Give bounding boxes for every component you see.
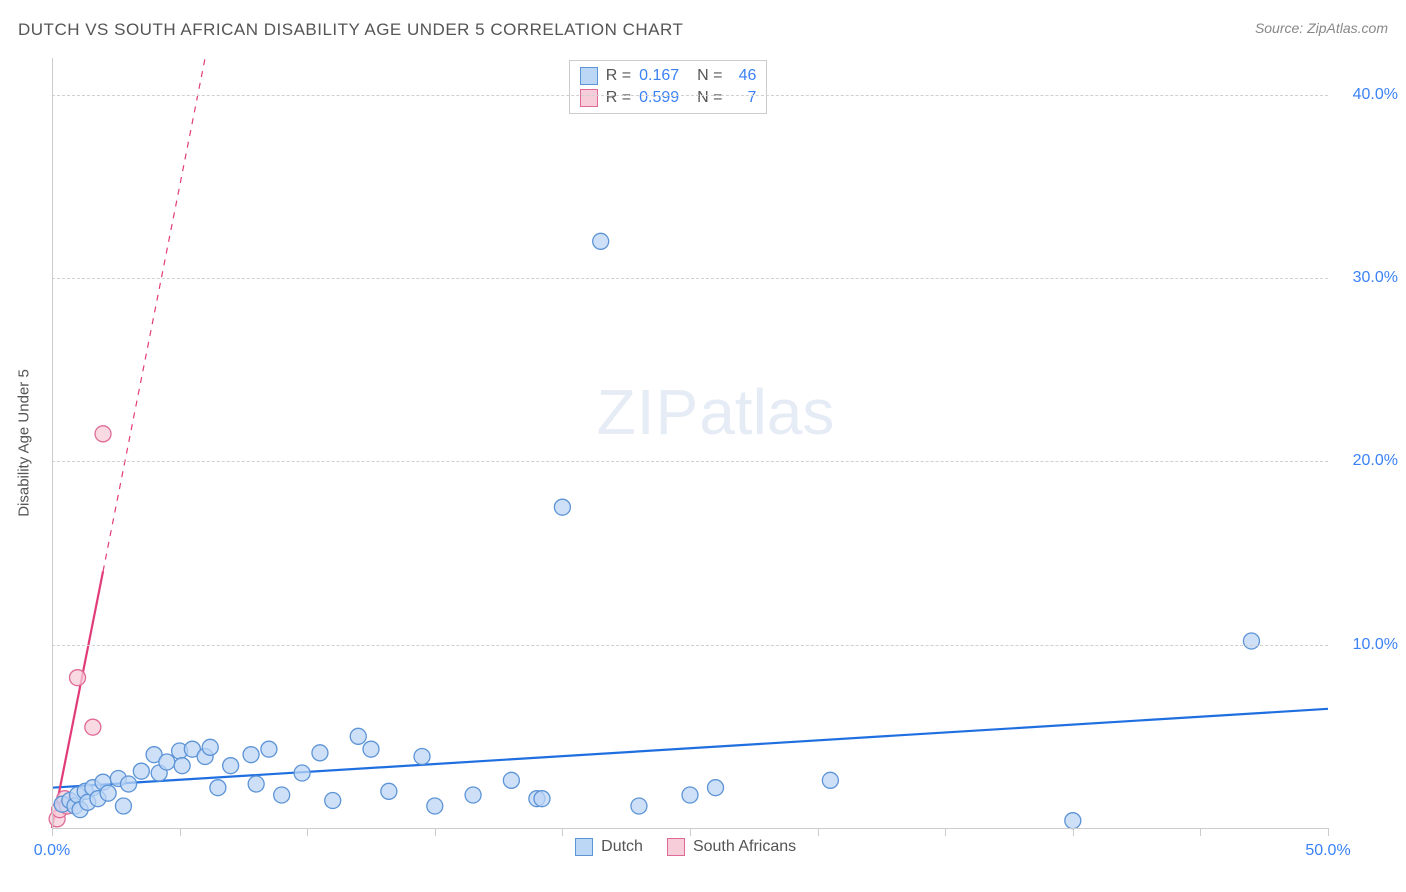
scatter-point-dutch [174, 758, 190, 774]
stat-r-label: R = [606, 87, 631, 109]
scatter-point-dutch [325, 793, 341, 809]
stat-n-label: N = [697, 65, 722, 87]
y-tick-label: 40.0% [1338, 86, 1398, 104]
scatter-point-dutch [248, 776, 264, 792]
stat-n-label: N = [697, 87, 722, 109]
legend-swatch [580, 89, 598, 107]
x-tick-mark [435, 828, 436, 836]
scatter-point-dutch [822, 772, 838, 788]
trend-line-ext-south_africans [103, 58, 205, 571]
scatter-point-dutch [465, 787, 481, 803]
x-tick-mark [1073, 828, 1074, 836]
scatter-point-dutch [427, 798, 443, 814]
gridline-h [52, 645, 1328, 646]
scatter-point-dutch [631, 798, 647, 814]
x-tick-mark [52, 828, 53, 836]
scatter-point-dutch [682, 787, 698, 803]
x-tick-mark [1328, 828, 1329, 836]
scatter-point-dutch [294, 765, 310, 781]
y-axis-line [52, 58, 53, 828]
scatter-point-dutch [115, 798, 131, 814]
scatter-point-dutch [202, 739, 218, 755]
scatter-point-dutch [503, 772, 519, 788]
scatter-point-dutch [381, 783, 397, 799]
x-tick-label: 50.0% [1298, 842, 1358, 860]
scatter-point-dutch [261, 741, 277, 757]
source-label: Source: [1255, 20, 1307, 36]
x-tick-mark [818, 828, 819, 836]
scatter-point-dutch [274, 787, 290, 803]
x-tick-label: 0.0% [22, 842, 82, 860]
legend-item: South Africans [667, 838, 796, 856]
scatter-point-south_africans [85, 719, 101, 735]
scatter-point-dutch [534, 791, 550, 807]
x-tick-mark [1200, 828, 1201, 836]
scatter-point-dutch [1243, 633, 1259, 649]
x-tick-mark [562, 828, 563, 836]
scatter-point-dutch [133, 763, 149, 779]
x-tick-mark [307, 828, 308, 836]
legend-item: Dutch [575, 838, 643, 856]
scatter-point-dutch [708, 780, 724, 796]
x-tick-mark [945, 828, 946, 836]
source-name: ZipAtlas.com [1307, 20, 1388, 36]
scatter-point-dutch [100, 785, 116, 801]
stat-r-label: R = [606, 65, 631, 87]
stat-n-value: 7 [730, 87, 756, 109]
chart-title: DUTCH VS SOUTH AFRICAN DISABILITY AGE UN… [18, 20, 683, 39]
legend-swatch [667, 838, 685, 856]
scatter-point-dutch [121, 776, 137, 792]
stat-r-value: 0.167 [639, 65, 689, 87]
y-axis-title: Disability Age Under 5 [16, 369, 33, 517]
stats-legend-row: R = 0.167 N = 46 [580, 65, 757, 87]
scatter-point-dutch [593, 233, 609, 249]
trend-line-dutch [52, 709, 1328, 788]
stat-n-value: 46 [730, 65, 756, 87]
scatter-point-dutch [223, 758, 239, 774]
legend-label: Dutch [601, 838, 643, 856]
y-tick-label: 20.0% [1338, 452, 1398, 470]
x-tick-mark [690, 828, 691, 836]
stats-legend: R = 0.167 N = 46 R = 0.599 N = 7 [569, 60, 768, 114]
stats-legend-row: R = 0.599 N = 7 [580, 87, 757, 109]
scatter-point-dutch [159, 754, 175, 770]
scatter-point-dutch [1065, 813, 1081, 829]
legend-swatch [575, 838, 593, 856]
legend-swatch [580, 67, 598, 85]
legend-label: South Africans [693, 838, 796, 856]
scatter-point-dutch [363, 741, 379, 757]
scatter-point-south_africans [70, 670, 86, 686]
header: DUTCH VS SOUTH AFRICAN DISABILITY AGE UN… [18, 20, 1388, 50]
scatter-point-dutch [210, 780, 226, 796]
source-attribution: Source: ZipAtlas.com [1255, 20, 1388, 36]
scatter-point-dutch [414, 749, 430, 765]
stat-r-value: 0.599 [639, 87, 689, 109]
scatter-point-south_africans [95, 426, 111, 442]
gridline-h [52, 95, 1328, 96]
plot-area: Disability Age Under 5 ZIPatlas R =0.167… [52, 58, 1328, 828]
scatter-point-dutch [243, 747, 259, 763]
gridline-h [52, 461, 1328, 462]
scatter-point-dutch [350, 728, 366, 744]
gridline-h [52, 278, 1328, 279]
y-tick-label: 30.0% [1338, 269, 1398, 287]
series-legend: Dutch South Africans [575, 838, 796, 856]
scatter-point-dutch [554, 499, 570, 515]
scatter-point-dutch [312, 745, 328, 761]
y-tick-label: 10.0% [1338, 636, 1398, 654]
x-tick-mark [180, 828, 181, 836]
scatter-svg [52, 58, 1328, 828]
